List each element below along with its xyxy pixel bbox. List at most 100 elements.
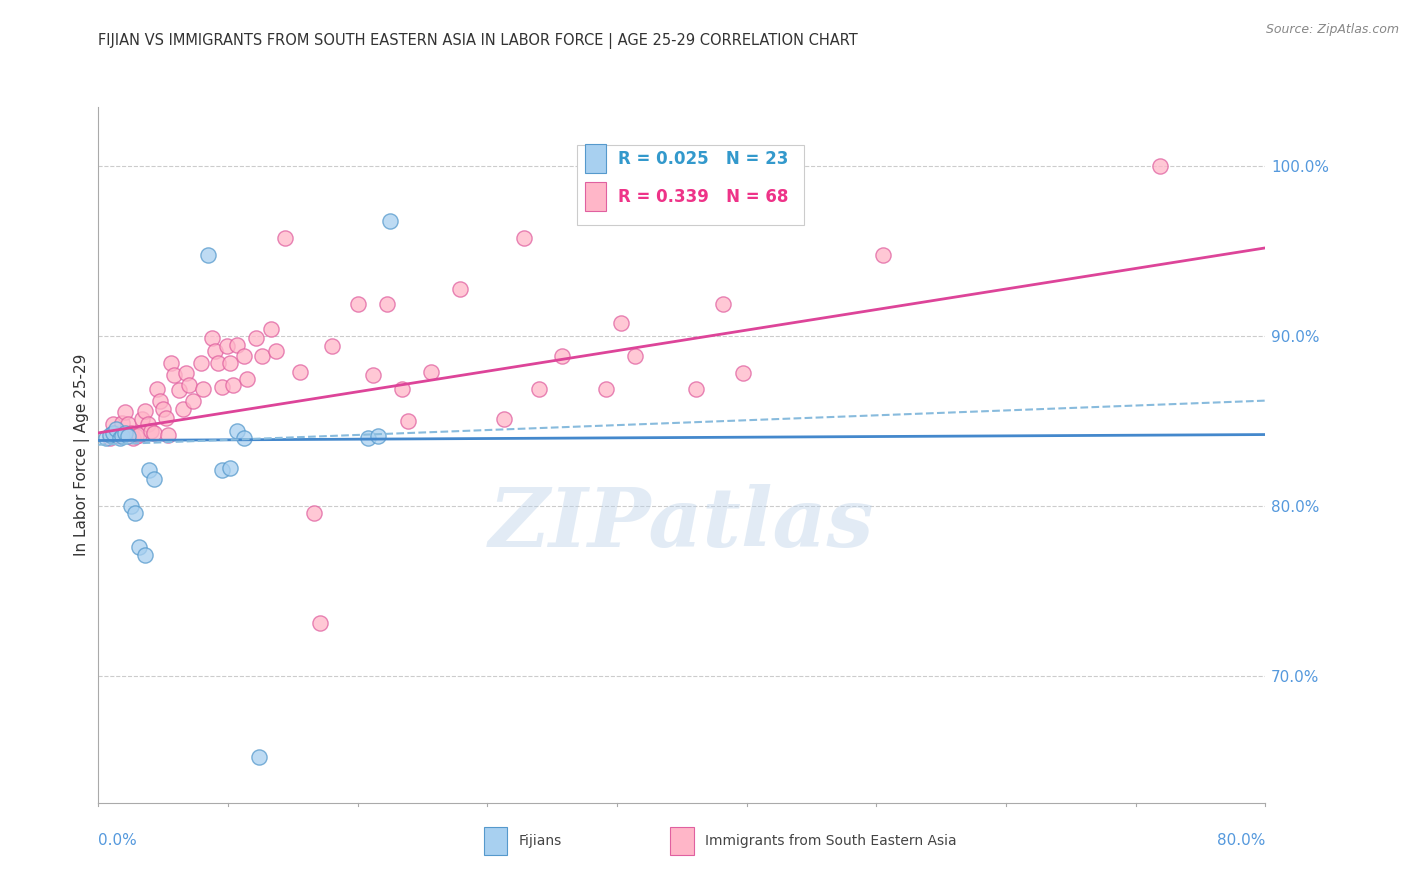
Point <box>122 431 145 445</box>
Point <box>396 414 419 428</box>
Point <box>391 382 413 396</box>
Point <box>215 339 238 353</box>
Point <box>101 417 124 432</box>
Point <box>309 615 332 630</box>
Point <box>114 425 136 440</box>
Point <box>211 380 233 394</box>
Point <box>266 344 288 359</box>
Point <box>146 382 169 396</box>
Point <box>155 410 177 425</box>
Point <box>218 356 240 370</box>
Point <box>304 506 326 520</box>
Point <box>233 431 256 445</box>
Point <box>160 356 183 370</box>
Point <box>624 350 647 364</box>
Point <box>193 382 215 396</box>
Text: Source: ZipAtlas.com: Source: ZipAtlas.com <box>1265 22 1399 36</box>
Point <box>138 463 160 477</box>
Point <box>114 405 136 419</box>
Point <box>120 425 142 440</box>
Point <box>152 402 174 417</box>
Point <box>361 368 384 383</box>
Point <box>134 548 156 562</box>
Point <box>197 248 219 262</box>
Point <box>259 322 281 336</box>
Point <box>98 427 121 442</box>
Point <box>420 365 443 379</box>
Text: ZIPatlas: ZIPatlas <box>489 484 875 565</box>
Point <box>111 429 134 443</box>
Point <box>375 297 398 311</box>
Point <box>142 425 165 440</box>
Point <box>190 356 212 370</box>
Point <box>247 750 270 764</box>
Point <box>221 378 243 392</box>
Point <box>367 429 389 443</box>
Bar <box>585 182 606 211</box>
Text: 80.0%: 80.0% <box>1218 833 1265 848</box>
Point <box>136 417 159 432</box>
Bar <box>671 827 693 855</box>
Point <box>120 499 142 513</box>
Point <box>527 382 550 396</box>
Point <box>128 427 150 442</box>
Point <box>685 382 707 396</box>
Point <box>98 431 121 445</box>
Point <box>174 367 197 381</box>
Point <box>181 393 204 408</box>
Point <box>134 404 156 418</box>
Point <box>167 384 190 398</box>
Point <box>104 422 127 436</box>
Point <box>872 248 894 262</box>
Point <box>125 429 148 443</box>
Point <box>1149 160 1171 174</box>
Bar <box>576 145 804 226</box>
Bar <box>585 144 606 173</box>
Point <box>108 429 131 443</box>
Point <box>149 393 172 408</box>
Point <box>117 429 139 443</box>
Point <box>551 350 574 364</box>
Point <box>449 282 471 296</box>
Bar <box>484 827 508 855</box>
Point <box>347 297 370 311</box>
Point <box>357 431 380 445</box>
Point <box>226 424 249 438</box>
Point <box>711 297 734 311</box>
Text: Fijians: Fijians <box>519 834 562 848</box>
Point <box>128 540 150 554</box>
Text: Immigrants from South Eastern Asia: Immigrants from South Eastern Asia <box>706 834 957 848</box>
Point <box>201 331 224 345</box>
Point <box>172 402 194 417</box>
Point <box>288 365 311 379</box>
Point <box>142 472 165 486</box>
Point <box>218 461 240 475</box>
Point <box>245 331 267 345</box>
Point <box>274 230 297 244</box>
Point <box>139 424 162 438</box>
Point <box>211 463 233 477</box>
Point <box>101 425 124 440</box>
Point <box>163 368 186 383</box>
Point <box>94 431 117 445</box>
Point <box>124 506 146 520</box>
Point <box>321 339 343 353</box>
Point <box>131 412 153 426</box>
Point <box>117 417 139 432</box>
Point <box>226 337 249 351</box>
Point <box>250 350 273 364</box>
Text: 0.0%: 0.0% <box>98 833 138 848</box>
Point <box>492 412 515 426</box>
Point <box>609 316 631 330</box>
Text: FIJIAN VS IMMIGRANTS FROM SOUTH EASTERN ASIA IN LABOR FORCE | AGE 25-29 CORRELAT: FIJIAN VS IMMIGRANTS FROM SOUTH EASTERN … <box>98 33 858 49</box>
Point <box>111 416 134 430</box>
Point <box>380 213 402 227</box>
Point <box>233 350 256 364</box>
Text: R = 0.025   N = 23: R = 0.025 N = 23 <box>617 150 789 168</box>
Point <box>207 356 229 370</box>
Point <box>177 378 200 392</box>
Point <box>513 230 536 244</box>
Point <box>595 382 617 396</box>
Point <box>733 367 755 381</box>
Point <box>104 425 127 440</box>
